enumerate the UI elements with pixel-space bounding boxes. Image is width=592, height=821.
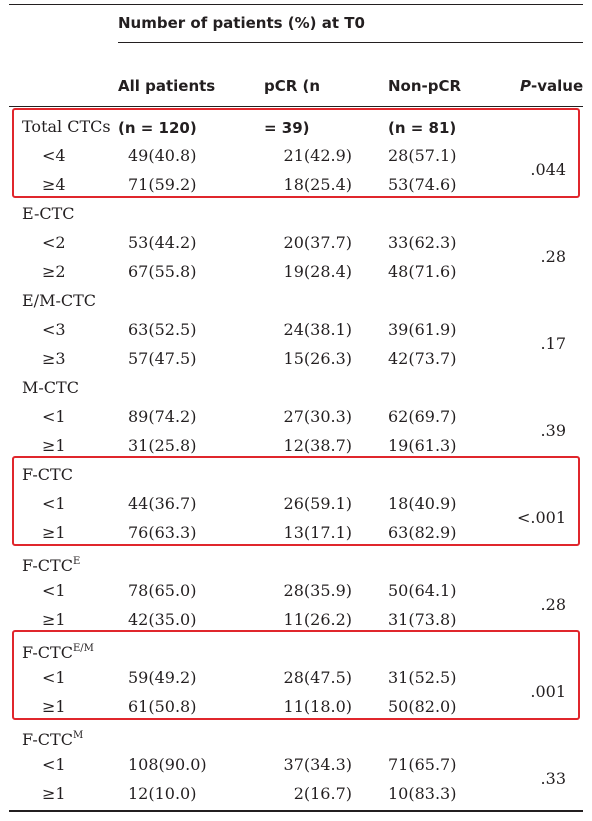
pcr-value: 37(34.3) [283,755,352,774]
p-value: .39 [540,421,566,440]
level-label: <2 [42,233,66,252]
pcr-value: 20(37.7) [283,233,352,252]
pcr-value: 28(47.5) [283,668,352,687]
highlight-box [12,630,580,720]
pcr-value: 11(26.2) [283,610,352,629]
level-label: ≥1 [42,697,66,716]
all-patients-value: 57(47.5) [128,349,197,368]
level-label: ≥2 [42,262,66,281]
all-patients-value: 12(10.0) [128,784,197,803]
level-label: ≥3 [42,349,66,368]
group-label: F-CTCE [22,556,81,575]
all-patients-value: 76(63.3) [128,523,197,542]
p-value: <.001 [516,508,566,527]
header-bottom-rule [9,106,583,107]
all-patients-value: 63(52.5) [128,320,197,339]
non-pcr-value: 42(73.7) [388,349,457,368]
header-pcr: pCR (n = 39) [264,77,321,137]
table-bottom-rule [9,810,583,812]
header-p-value: P-value [520,77,584,95]
level-label: <1 [42,581,66,600]
all-patients-value: 61(50.8) [128,697,197,716]
group-label: Total CTCs [22,117,111,136]
level-label: ≥1 [42,436,66,455]
header-span-title: Number of patients (%) at T0 [118,14,365,32]
group-label-superscript: E [72,556,81,567]
non-pcr-value: 28(57.1) [388,146,457,165]
non-pcr-value: 19(61.3) [388,436,457,455]
all-patients-value: 49(40.8) [128,146,197,165]
non-pcr-value: 50(82.0) [388,697,457,716]
pcr-value: 27(30.3) [283,407,352,426]
pcr-value: 13(17.1) [283,523,352,542]
highlight-box [12,456,580,546]
level-label: ≥1 [42,784,66,803]
level-label: <1 [42,755,66,774]
group-label-superscript: M [72,730,84,741]
non-pcr-value: 62(69.7) [388,407,457,426]
header-non-pcr: Non-pCR (n = 81) [388,77,462,137]
group-label: F-CTCM [22,730,84,749]
pcr-value: 15(26.3) [283,349,352,368]
pcr-value: 28(35.9) [283,581,352,600]
p-value: .044 [530,160,566,179]
highlight-box [12,108,580,198]
non-pcr-value: 53(74.6) [388,175,457,194]
non-pcr-value: 18(40.9) [388,494,457,513]
group-label: M-CTC [22,378,79,397]
level-label: <1 [42,494,66,513]
pcr-value: 19(28.4) [283,262,352,281]
non-pcr-value: 63(82.9) [388,523,457,542]
all-patients-value: 53(44.2) [128,233,197,252]
all-patients-value: 67(55.8) [128,262,197,281]
pcr-value: 12(38.7) [283,436,352,455]
header-spanner-rule [118,42,583,43]
non-pcr-value: 50(64.1) [388,581,457,600]
level-label: <1 [42,668,66,687]
all-patients-value: 108(90.0) [128,755,207,774]
pcr-value: 26(59.1) [283,494,352,513]
group-label: E-CTC [22,204,75,223]
level-label: <1 [42,407,66,426]
non-pcr-value: 48(71.6) [388,262,457,281]
group-label-superscript: E/M [72,643,94,654]
pcr-value: 21(42.9) [283,146,352,165]
all-patients-value: 59(49.2) [128,668,197,687]
group-label: E/M-CTC [22,291,97,310]
p-value: .28 [540,595,566,614]
non-pcr-value: 31(73.8) [388,610,457,629]
header-non-pcr-n: (n = 81) [388,119,457,137]
p-value: .28 [540,247,566,266]
non-pcr-value: 71(65.7) [388,755,457,774]
all-patients-value: 44(36.7) [128,494,197,513]
all-patients-value: 78(65.0) [128,581,197,600]
pcr-value: 18(25.4) [283,175,352,194]
pcr-value: 2(16.7) [293,784,352,803]
header-all-patients-n: (n = 120) [118,119,197,137]
pcr-value: 24(38.1) [283,320,352,339]
non-pcr-value: 33(62.3) [388,233,457,252]
p-value: .17 [540,334,566,353]
all-patients-value: 71(59.2) [128,175,197,194]
all-patients-value: 42(35.0) [128,610,197,629]
non-pcr-value: 39(61.9) [388,320,457,339]
non-pcr-value: 10(83.3) [388,784,457,803]
level-label: ≥4 [42,175,66,194]
pcr-value: 11(18.0) [283,697,352,716]
level-label: ≥1 [42,523,66,542]
all-patients-value: 89(74.2) [128,407,197,426]
header-pcr-n: = 39) [264,119,310,137]
all-patients-value: 31(25.8) [128,436,197,455]
level-label: <3 [42,320,66,339]
p-value: .33 [540,769,566,788]
group-label: F-CTC [22,465,73,484]
table-top-rule [9,4,583,5]
non-pcr-value: 31(52.5) [388,668,457,687]
level-label: <4 [42,146,66,165]
p-value: .001 [530,682,566,701]
group-label: F-CTCE/M [22,643,94,662]
header-all-patients: All patients (n = 120) [118,77,216,137]
level-label: ≥1 [42,610,66,629]
